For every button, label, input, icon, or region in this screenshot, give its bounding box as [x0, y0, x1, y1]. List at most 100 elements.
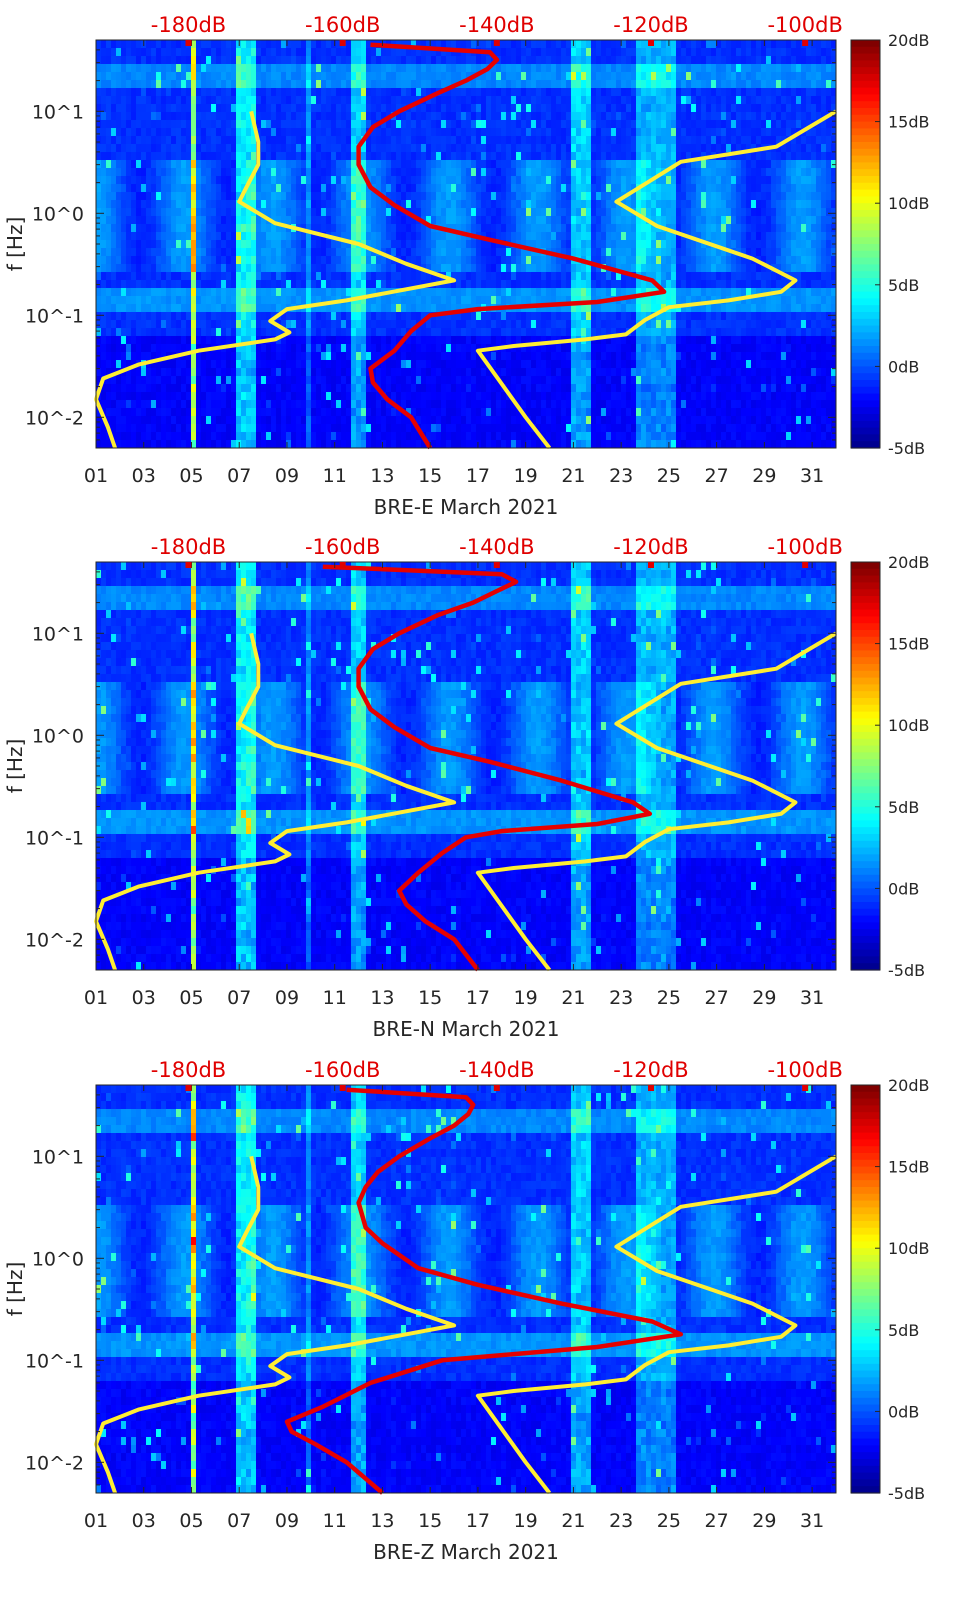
spectrogram-cell	[271, 400, 277, 409]
spectrogram-cell	[116, 248, 122, 257]
spectrogram-cell	[311, 280, 317, 289]
spectrogram-cell	[156, 88, 162, 97]
spectrogram-cell	[336, 368, 342, 377]
spectrogram-cell	[346, 80, 352, 89]
spectrogram-cell	[251, 376, 257, 385]
spectrogram-cell	[371, 80, 377, 89]
spectrogram-cell	[176, 336, 182, 345]
spectrogram-cell	[306, 104, 312, 113]
spectrogram-cell	[216, 128, 222, 137]
spectrogram-cell	[266, 80, 272, 89]
spectrogram-cell	[261, 320, 267, 329]
spectrogram-cell	[156, 280, 162, 289]
spectrogram-cell	[106, 88, 112, 97]
spectrogram-cell	[221, 96, 227, 105]
spectrogram-cell	[261, 120, 267, 129]
spectrogram-cell	[376, 80, 382, 89]
spectrogram-cell	[146, 176, 152, 185]
spectrogram-cell	[141, 192, 147, 201]
spectrogram-cell	[296, 392, 302, 401]
spectrogram-cell	[366, 264, 372, 273]
spectrogram-cell	[191, 88, 197, 97]
spectrogram-cell	[196, 328, 202, 337]
spectrogram-cell	[276, 248, 282, 257]
spectrogram-cell	[116, 344, 122, 353]
spectrogram-cell	[301, 416, 307, 425]
spectrogram-cell	[176, 272, 182, 281]
spectrogram-cell	[251, 400, 257, 409]
spectrogram-cell	[216, 144, 222, 153]
spectrogram-cell	[306, 208, 312, 217]
spectrogram-cell	[346, 248, 352, 257]
spectrogram-cell	[366, 192, 372, 201]
spectrogram-cell	[161, 136, 167, 145]
spectrogram-cell	[316, 152, 322, 161]
spectrogram-cell	[341, 432, 347, 441]
spectrogram-cell	[241, 272, 247, 281]
spectrogram-cell	[251, 80, 257, 89]
spectrogram-cell	[316, 144, 322, 153]
spectrogram-cell	[241, 440, 247, 449]
spectrogram-cell	[226, 64, 232, 73]
spectrogram-cell	[161, 272, 167, 281]
spectrogram-cell	[161, 288, 167, 297]
spectrogram-cell	[336, 104, 342, 113]
spectrogram-cell	[101, 432, 107, 441]
spectrogram-cell	[171, 344, 177, 353]
spectrogram-cell	[301, 232, 307, 241]
spectrogram-cell	[266, 224, 272, 233]
spectrogram-cell	[201, 128, 207, 137]
spectrogram-cell	[301, 408, 307, 417]
spectrogram-cell	[216, 184, 222, 193]
spectrogram-cell	[341, 224, 347, 233]
spectrogram-cell	[111, 256, 117, 265]
spectrogram-cell	[216, 352, 222, 361]
spectrogram-cell	[306, 168, 312, 177]
spectrogram-cell	[121, 136, 127, 145]
spectrogram-cell	[231, 176, 237, 185]
spectrogram-cell	[246, 424, 252, 433]
spectrogram-cell	[281, 432, 287, 441]
spectrogram-cell	[291, 192, 297, 201]
spectrogram-cell	[356, 440, 362, 449]
spectrogram-cell	[281, 80, 287, 89]
spectrogram-cell	[246, 376, 252, 385]
spectrogram-cell	[326, 240, 332, 249]
spectrogram-cell	[171, 248, 177, 257]
spectrogram-cell	[191, 232, 197, 241]
spectrogram-cell	[146, 336, 152, 345]
spectrogram-cell	[276, 64, 282, 73]
spectrogram-cell	[191, 104, 197, 113]
spectrogram-cell	[206, 352, 212, 361]
spectrogram-cell	[276, 232, 282, 241]
spectrogram-cell	[146, 400, 152, 409]
spectrogram-cell	[156, 80, 162, 89]
spectrogram-cell	[96, 88, 102, 97]
spectrogram-cell	[111, 304, 117, 313]
spectrogram-cell	[126, 112, 132, 121]
spectrogram-cell	[156, 440, 162, 449]
spectrogram-cell	[166, 216, 172, 225]
spectrogram-cell	[221, 168, 227, 177]
spectrogram-cell	[176, 72, 182, 81]
spectrogram-cell	[106, 216, 112, 225]
spectrogram-cell	[141, 96, 147, 105]
spectrogram-cell	[296, 328, 302, 337]
spectrogram-cell	[161, 112, 167, 121]
spectrogram-cell	[101, 288, 107, 297]
spectrogram-cell	[186, 296, 192, 305]
spectrogram-cell	[331, 328, 337, 337]
spectrogram-cell	[96, 72, 102, 81]
spectrogram-cell	[111, 384, 117, 393]
spectrogram-cell	[301, 184, 307, 193]
spectrogram-cell	[201, 200, 207, 209]
spectrogram-cell	[166, 280, 172, 289]
spectrogram-cell	[346, 160, 352, 169]
spectrogram-cell	[366, 160, 372, 169]
spectrogram-cell	[141, 280, 147, 289]
spectrogram-cell	[356, 96, 362, 105]
spectrogram-cell	[296, 208, 302, 217]
spectrogram-cell	[161, 72, 167, 81]
spectrogram-cell	[226, 264, 232, 273]
spectrogram-cell	[131, 120, 137, 129]
